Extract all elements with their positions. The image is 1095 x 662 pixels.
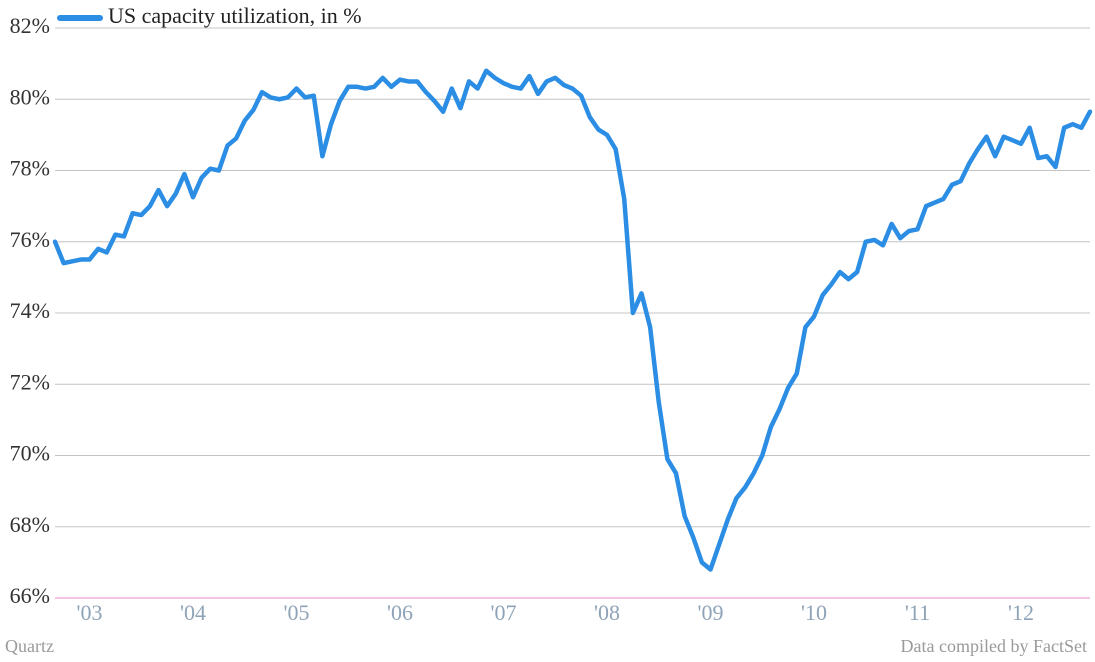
x-tick-label: '12 bbox=[1008, 600, 1034, 625]
y-tick-label: 74% bbox=[10, 298, 50, 323]
x-tick-label: '09 bbox=[698, 600, 724, 625]
x-tick-label: '07 bbox=[491, 600, 517, 625]
x-tick-label: '11 bbox=[905, 600, 930, 625]
y-tick-label: 66% bbox=[10, 583, 50, 608]
x-tick-label: '04 bbox=[180, 600, 206, 625]
x-tick-label: '06 bbox=[387, 600, 413, 625]
y-tick-label: 82% bbox=[10, 13, 50, 38]
source: Data compiled by FactSet bbox=[901, 636, 1087, 656]
x-tick-label: '08 bbox=[594, 600, 620, 625]
y-tick-label: 78% bbox=[10, 156, 50, 181]
x-tick-label: '10 bbox=[801, 600, 827, 625]
y-tick-label: 76% bbox=[10, 227, 50, 252]
y-tick-label: 70% bbox=[10, 441, 50, 466]
y-tick-label: 68% bbox=[10, 512, 50, 537]
y-tick-label: 80% bbox=[10, 84, 50, 109]
x-tick-label: '05 bbox=[284, 600, 310, 625]
x-tick-label: '03 bbox=[77, 600, 103, 625]
data-line bbox=[52, 68, 1093, 572]
credit: Quartz bbox=[5, 636, 54, 656]
y-tick-label: 72% bbox=[10, 369, 50, 394]
legend-label: US capacity utilization, in % bbox=[108, 3, 362, 28]
